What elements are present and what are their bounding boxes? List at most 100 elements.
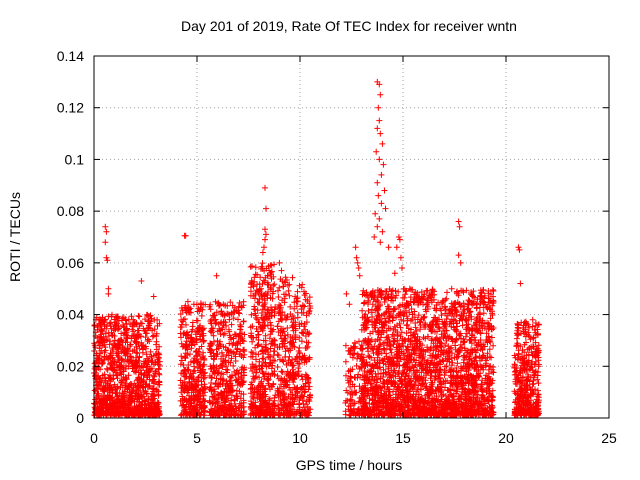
data-point	[389, 317, 396, 324]
data-point	[303, 345, 310, 351]
data-point	[117, 384, 124, 391]
data-point	[155, 366, 162, 373]
data-point	[131, 332, 138, 339]
data-point	[99, 314, 106, 321]
data-point	[189, 323, 196, 330]
data-point	[99, 375, 106, 381]
data-point	[114, 314, 121, 321]
data-point	[360, 300, 367, 307]
data-point	[271, 348, 278, 355]
data-point	[349, 354, 356, 361]
data-point	[107, 319, 114, 326]
data-point	[127, 341, 134, 348]
data-point	[154, 322, 161, 329]
data-point	[110, 358, 117, 365]
data-point	[97, 333, 104, 340]
data-point	[133, 396, 140, 403]
data-points-layer	[91, 78, 542, 419]
data-point	[488, 354, 495, 361]
data-point	[155, 355, 162, 361]
data-point	[125, 402, 132, 409]
data-point	[142, 398, 148, 405]
data-point	[91, 322, 98, 329]
data-point	[101, 371, 108, 378]
data-point	[105, 313, 112, 320]
data-point	[150, 400, 157, 407]
data-point	[271, 281, 278, 288]
data-point	[106, 320, 113, 327]
data-point	[104, 366, 111, 373]
data-point	[289, 274, 296, 281]
data-point	[133, 358, 140, 365]
data-point	[92, 373, 98, 380]
data-point	[102, 336, 109, 343]
data-point	[123, 335, 130, 342]
data-point	[111, 381, 118, 388]
data-point	[149, 397, 156, 404]
data-point	[135, 312, 142, 319]
data-point	[117, 362, 124, 368]
data-point	[150, 361, 157, 368]
data-point	[126, 398, 133, 405]
data-point	[294, 298, 301, 305]
data-point	[270, 380, 277, 387]
data-point	[276, 284, 283, 291]
data-point	[111, 327, 118, 334]
data-point	[145, 336, 152, 343]
data-point	[118, 355, 125, 362]
data-point	[139, 320, 145, 327]
data-point	[278, 368, 285, 375]
data-point	[98, 335, 105, 342]
data-point	[208, 380, 215, 386]
data-point	[477, 311, 484, 318]
data-point	[274, 364, 281, 370]
data-point	[131, 347, 138, 353]
data-point	[136, 313, 143, 320]
data-point	[235, 316, 241, 323]
data-point	[377, 287, 384, 294]
data-point	[359, 307, 366, 314]
data-point	[298, 338, 305, 345]
data-point	[193, 301, 200, 308]
data-point	[237, 323, 244, 330]
data-point	[111, 337, 118, 344]
data-point	[252, 271, 259, 278]
data-point	[275, 287, 281, 294]
data-point	[286, 292, 293, 299]
data-point	[156, 371, 163, 378]
data-point	[120, 393, 127, 399]
data-point	[130, 323, 137, 330]
data-point	[108, 412, 114, 418]
data-point	[259, 355, 266, 362]
data-point	[149, 333, 156, 340]
grid-layer	[94, 56, 609, 418]
data-point	[105, 329, 112, 336]
data-point	[147, 353, 153, 360]
data-point	[123, 327, 130, 334]
data-point	[200, 337, 207, 344]
data-point	[241, 346, 248, 353]
data-point	[448, 285, 455, 292]
data-point	[110, 372, 117, 379]
data-point	[102, 330, 109, 337]
data-point	[151, 326, 158, 333]
data-point	[240, 318, 247, 325]
data-point	[153, 346, 160, 353]
data-point	[122, 316, 129, 323]
data-point	[96, 342, 103, 349]
data-point	[248, 311, 255, 318]
data-point	[259, 260, 266, 267]
data-point	[107, 338, 114, 345]
data-point	[201, 355, 208, 362]
data-point	[127, 354, 134, 361]
data-point	[125, 358, 132, 365]
data-point	[134, 327, 141, 334]
data-point	[149, 385, 156, 392]
data-point	[134, 350, 141, 357]
data-point	[151, 403, 158, 410]
data-point	[101, 353, 108, 360]
data-point	[217, 331, 224, 338]
data-point	[114, 375, 121, 382]
data-point	[113, 389, 120, 396]
data-point	[133, 321, 140, 328]
